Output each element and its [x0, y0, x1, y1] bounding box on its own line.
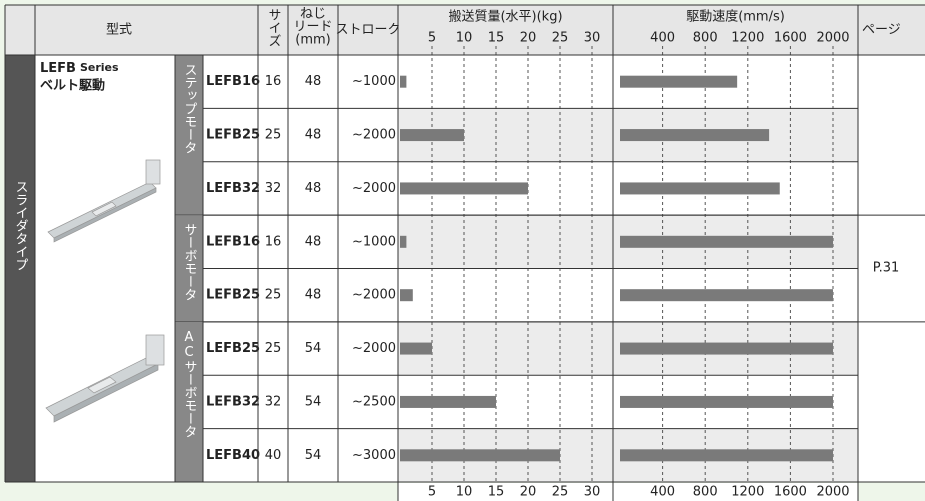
speed-bar	[620, 342, 833, 355]
speed-bar	[620, 449, 833, 462]
speed-tick-label: 1200	[731, 31, 764, 46]
series-name: LEFB Series	[40, 61, 119, 76]
model: LEFB25	[206, 128, 260, 143]
payload-bar	[400, 182, 528, 195]
size: 16	[265, 74, 282, 89]
payload-tick-label: 15	[488, 31, 505, 46]
payload-bar	[400, 342, 432, 355]
payload-tick-label: 5	[428, 485, 436, 500]
header-lead: ねじ	[300, 7, 326, 22]
size: 25	[265, 341, 282, 356]
model: LEFB32	[206, 394, 260, 409]
size: 25	[265, 128, 282, 143]
payload-tick-label: 25	[552, 485, 569, 500]
header-page: ページ	[862, 23, 901, 38]
size: 32	[265, 181, 282, 196]
lead: 48	[305, 288, 322, 303]
header-lead: (mm)	[295, 33, 330, 48]
stroke: ~2500	[352, 394, 396, 409]
speed-bar	[620, 289, 833, 302]
header-payload: 搬送質量(水平)(kg)	[448, 9, 562, 25]
motor-label: ACサーボモータ	[182, 330, 197, 438]
lead: 48	[305, 128, 322, 143]
model: LEFB25	[206, 341, 260, 356]
motor-label: サーボモータ	[182, 223, 197, 301]
model: LEFB40	[206, 448, 260, 463]
speed-tick-label: 800	[693, 31, 718, 46]
motor-bg	[175, 215, 203, 322]
speed-bar	[620, 129, 770, 142]
motor-bg	[175, 55, 203, 216]
speed-bar	[620, 182, 780, 195]
speed-tick-label: 400	[650, 485, 675, 500]
speed-tick-label: 2000	[816, 31, 849, 46]
header-stroke: ストローク	[335, 23, 400, 38]
payload-bar	[400, 289, 413, 302]
side-label: スライダタイプ	[13, 180, 28, 271]
payload-tick-label: 15	[488, 485, 505, 500]
product-image	[45, 334, 165, 423]
stroke: ~2000	[352, 181, 396, 196]
speed-bar	[620, 75, 738, 88]
header-model: 型式	[106, 23, 132, 38]
lead: 54	[305, 341, 322, 356]
size: 40	[265, 448, 282, 463]
stroke: ~2000	[352, 341, 396, 356]
speed-tick-label: 1200	[731, 485, 764, 500]
model: LEFB25	[206, 288, 260, 303]
header-bg	[5, 5, 925, 55]
lead: 48	[305, 234, 322, 249]
lead: 48	[305, 181, 322, 196]
payload-bar	[400, 395, 496, 408]
size: 32	[265, 394, 282, 409]
payload-bar	[400, 129, 464, 142]
payload-tick-label: 30	[584, 31, 601, 46]
speed-bar	[620, 395, 833, 408]
axis-strip	[398, 483, 858, 501]
payload-tick-label: 10	[456, 485, 473, 500]
model: LEFB16	[206, 74, 260, 89]
payload-tick-label: 20	[520, 31, 537, 46]
motor-bg	[175, 321, 203, 482]
speed-tick-label: 1600	[774, 485, 807, 500]
side-bg	[5, 55, 35, 482]
model: LEFB32	[206, 181, 260, 196]
lead: 48	[305, 74, 322, 89]
lead: 54	[305, 394, 322, 409]
payload-tick-label: 5	[428, 31, 436, 46]
speed-tick-label: 400	[650, 31, 675, 46]
size: 25	[265, 288, 282, 303]
speed-bar	[620, 235, 833, 248]
payload-tick-label: 10	[456, 31, 473, 46]
payload-tick-label: 25	[552, 31, 569, 46]
header-size: サイズ	[266, 8, 281, 47]
size: 16	[265, 234, 282, 249]
motor-label: ステップモータ	[182, 63, 197, 154]
speed-tick-label: 2000	[816, 485, 849, 500]
payload-bar	[400, 75, 407, 88]
series-name: LEFB	[40, 61, 76, 76]
series-suffix: Series	[80, 61, 119, 74]
product-image	[47, 159, 161, 243]
payload-tick-label: 30	[584, 485, 601, 500]
speed-tick-label: 1600	[774, 31, 807, 46]
payload-bar	[400, 449, 560, 462]
payload-tick-label: 20	[520, 485, 537, 500]
speed-tick-label: 800	[693, 485, 718, 500]
lead: 54	[305, 448, 322, 463]
stroke: ~1000	[352, 234, 396, 249]
stroke: ~2000	[352, 128, 396, 143]
page-ref: P.31	[873, 261, 900, 276]
stroke: ~2000	[352, 288, 396, 303]
header-speed: 駆動速度(mm/s)	[686, 9, 785, 25]
series-subtitle: ベルト駆動	[40, 78, 105, 94]
stroke: ~1000	[352, 74, 396, 89]
header-lead: リード	[293, 20, 332, 35]
stroke: ~3000	[352, 448, 396, 463]
payload-bar	[400, 235, 407, 248]
model: LEFB16	[206, 234, 260, 249]
